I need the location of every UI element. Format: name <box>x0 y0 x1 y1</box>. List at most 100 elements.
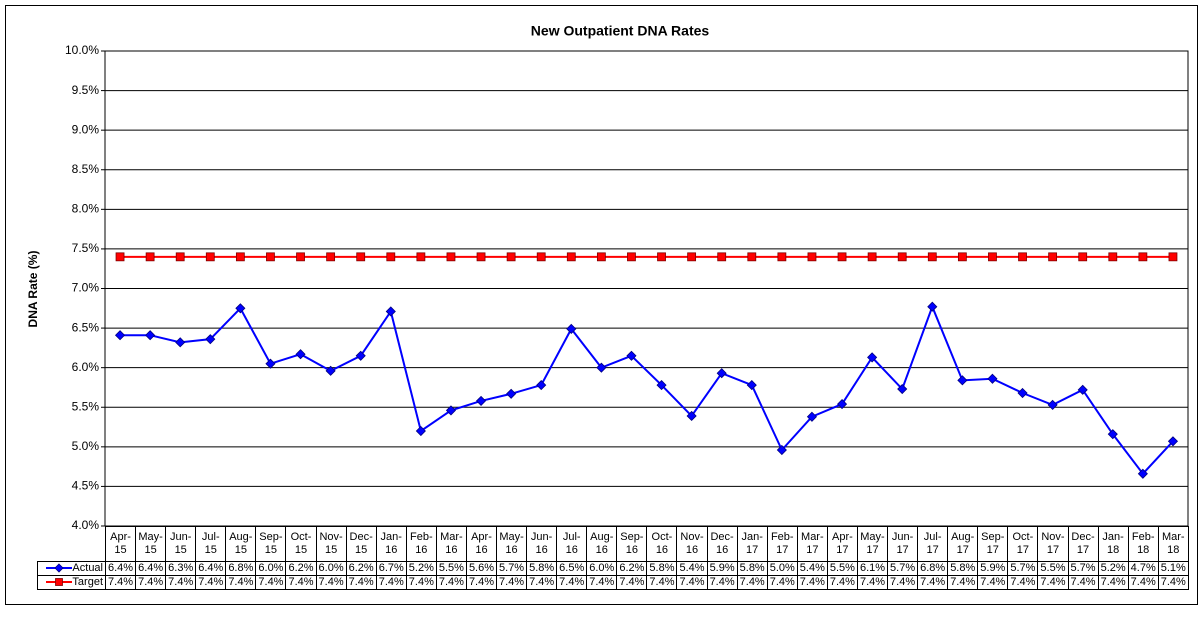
point <box>897 383 908 395</box>
data-label: 5.2% <box>1097 561 1129 576</box>
point <box>566 252 576 262</box>
point <box>356 252 366 262</box>
point <box>566 323 577 334</box>
data-label: 7.4% <box>706 575 738 590</box>
data-label: 6.4% <box>195 561 227 576</box>
point <box>205 334 216 345</box>
data-label: 7.4% <box>315 575 347 590</box>
point <box>296 252 305 262</box>
data-label: 6.3% <box>165 561 197 576</box>
data-label: 5.2% <box>405 561 437 576</box>
legend-marker <box>55 578 64 586</box>
data-label: 7.4% <box>195 575 227 590</box>
y-tick-label: 9.0% <box>72 122 100 136</box>
data-label: 7.4% <box>465 575 498 590</box>
point <box>295 349 306 360</box>
y-tick-label: 5.5% <box>72 399 100 413</box>
point <box>897 252 907 262</box>
y-tick-label: 4.5% <box>72 479 100 493</box>
y-tick-label: 6.0% <box>72 360 100 374</box>
x-tick-label: Sep-15 <box>255 526 287 562</box>
legend-entry: Target <box>37 575 106 590</box>
data-label: 5.8% <box>646 561 678 576</box>
point <box>175 337 186 348</box>
point <box>957 375 968 386</box>
y-tick-label: 7.5% <box>72 241 100 255</box>
y-tick-label: 8.5% <box>72 162 100 176</box>
data-label: 5.0% <box>766 561 798 576</box>
data-label: 7.4% <box>1007 575 1039 590</box>
point <box>506 252 516 262</box>
legend-key <box>46 563 73 573</box>
point <box>957 252 967 262</box>
data-label: 5.5% <box>1037 561 1069 576</box>
point <box>716 368 727 379</box>
chart-border <box>5 5 1198 605</box>
point <box>235 252 245 262</box>
point <box>415 425 426 437</box>
point <box>627 252 636 262</box>
x-tick-label: Aug-17 <box>947 526 979 562</box>
point <box>927 301 938 312</box>
data-label: 5.9% <box>977 561 1009 576</box>
y-axis-label: DNA Rate (%) <box>26 251 40 328</box>
x-tick-label: May-15 <box>135 526 167 562</box>
chart-title: New Outpatient DNA Rates <box>531 23 710 39</box>
x-tick-label: Aug-15 <box>225 526 257 562</box>
x-tick-label: Dec-15 <box>345 526 377 562</box>
data-label: 5.8% <box>736 561 768 576</box>
legend-label: Target <box>72 576 103 589</box>
y-tick-label: 10.0% <box>65 43 99 57</box>
data-label: 7.4% <box>405 575 437 590</box>
x-tick-label: Jun-16 <box>526 526 558 562</box>
point <box>205 252 215 262</box>
data-label: 7.4% <box>826 575 858 590</box>
x-tick-label: Dec-16 <box>706 526 738 562</box>
data-label: 5.5% <box>826 561 858 576</box>
data-label: 6.4% <box>104 561 137 576</box>
x-tick-label: Mar-16 <box>435 526 467 562</box>
data-label: 6.0% <box>315 561 347 576</box>
point <box>1077 384 1088 395</box>
point <box>355 350 366 361</box>
point <box>536 380 547 391</box>
legend-entry: Actual <box>37 561 106 576</box>
x-tick-label: Oct-16 <box>646 526 678 562</box>
point <box>837 252 847 262</box>
data-label: 7.4% <box>345 575 377 590</box>
data-label: 7.4% <box>1067 575 1099 590</box>
point <box>476 252 486 262</box>
data-label: 5.7% <box>1067 561 1099 576</box>
x-tick-label: Jul-15 <box>195 526 227 562</box>
point <box>1078 252 1088 262</box>
point <box>776 444 787 456</box>
point <box>266 252 275 262</box>
series-line <box>120 303 1174 476</box>
data-label: 5.7% <box>496 561 528 576</box>
data-label: 7.4% <box>1037 575 1069 590</box>
category-row: Apr-15 May-15 Jun-15 Jul-15 Aug-15 Sep-15 Oct-… <box>38 526 1189 562</box>
point <box>657 252 666 262</box>
data-label: 7.4% <box>255 575 287 590</box>
point <box>656 380 667 391</box>
data-label: 7.4% <box>977 575 1009 590</box>
point <box>1168 252 1178 262</box>
point <box>175 252 185 262</box>
data-label: 7.4% <box>947 575 979 590</box>
point <box>777 252 787 262</box>
data-label: 7.4% <box>496 575 528 590</box>
y-tick-label: 9.5% <box>72 83 100 97</box>
x-tick-label: Aug-16 <box>586 526 618 562</box>
data-label: 6.2% <box>285 561 317 576</box>
point <box>326 252 336 262</box>
data-label: 5.8% <box>947 561 979 576</box>
data-label: 7.4% <box>165 575 197 590</box>
x-tick-label: Feb-16 <box>405 526 437 562</box>
point <box>386 252 396 262</box>
data-label: 6.0% <box>255 561 287 576</box>
series-row: Actual 6.4% 6.4% 6.3% 6.4% 6.8% 6.0% 6.2% 6.0% 6.… <box>37 561 1189 576</box>
x-tick-label: Apr-17 <box>826 526 858 562</box>
data-label: 5.4% <box>676 561 708 576</box>
point <box>506 388 517 399</box>
